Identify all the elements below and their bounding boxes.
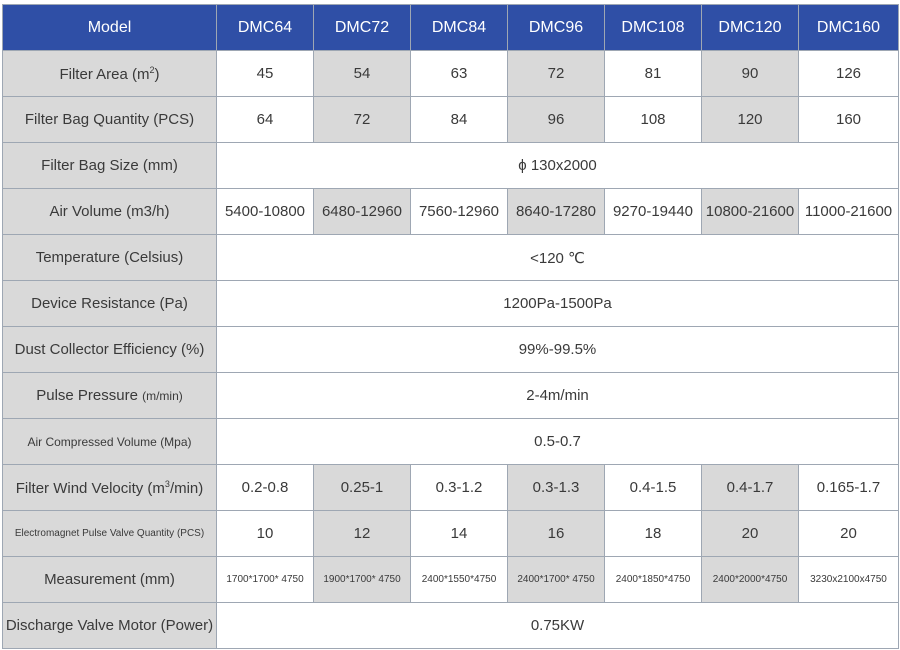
table-cell: 20 (701, 510, 799, 557)
table-cell: 0.3-1.3 (507, 464, 605, 511)
table-cell: 2400*1550*4750 (410, 556, 508, 603)
spec-table: Model DMC64 DMC72 DMC84 DMC96 DMC108 DMC… (2, 4, 899, 649)
table-row: Air Volume (m3/h) 5400-10800 6480-12960 … (2, 188, 899, 235)
table-cell: 14 (410, 510, 508, 557)
row-label: Filter Bag Size (mm) (2, 142, 217, 189)
table-cell: 81 (604, 50, 702, 97)
merged-cell: ϕ 130x2000 (216, 142, 899, 189)
table-cell: 11000-21600 (798, 188, 899, 235)
header-dmc84: DMC84 (410, 4, 508, 51)
table-row: Filter Bag Quantity (PCS) 64 72 84 96 10… (2, 96, 899, 143)
table-cell: 10800-21600 (701, 188, 799, 235)
table-row: Temperature (Celsius) <120 ℃ (2, 234, 899, 281)
table-cell: 0.4-1.5 (604, 464, 702, 511)
row-label: Air Volume (m3/h) (2, 188, 217, 235)
table-row: Dust Collector Efficiency (%) 99%-99.5% (2, 326, 899, 373)
table-cell: 9270-19440 (604, 188, 702, 235)
header-dmc108: DMC108 (604, 4, 702, 51)
table-cell: 1900*1700* 4750 (313, 556, 411, 603)
table-cell: 160 (798, 96, 899, 143)
header-row: Model DMC64 DMC72 DMC84 DMC96 DMC108 DMC… (2, 4, 899, 51)
table-cell: 12 (313, 510, 411, 557)
header-model: Model (2, 4, 217, 51)
header-dmc120: DMC120 (701, 4, 799, 51)
table-cell: 6480-12960 (313, 188, 411, 235)
table-cell: 54 (313, 50, 411, 97)
row-label: Electromagnet Pulse Valve Quantity (PCS) (2, 510, 217, 557)
table-row: Air Compressed Volume (Mpa) 0.5-0.7 (2, 418, 899, 465)
table-cell: 72 (507, 50, 605, 97)
header-dmc160: DMC160 (798, 4, 899, 51)
table-cell: 90 (701, 50, 799, 97)
table-cell: 8640-17280 (507, 188, 605, 235)
row-label: Measurement (mm) (2, 556, 217, 603)
row-label: Device Resistance (Pa) (2, 280, 217, 327)
row-label: Temperature (Celsius) (2, 234, 217, 281)
table-cell: 2400*2000*4750 (701, 556, 799, 603)
table-cell: 1700*1700* 4750 (216, 556, 314, 603)
table-cell: 2400*1700* 4750 (507, 556, 605, 603)
table-cell: 7560-12960 (410, 188, 508, 235)
merged-cell: 2-4m/min (216, 372, 899, 419)
table-cell: 3230x2100x4750 (798, 556, 899, 603)
table-row: Filter Area (m2) 45 54 63 72 81 90 126 (2, 50, 899, 97)
table-cell: 16 (507, 510, 605, 557)
header-dmc96: DMC96 (507, 4, 605, 51)
table-row: Device Resistance (Pa) 1200Pa-1500Pa (2, 280, 899, 327)
table-cell: 45 (216, 50, 314, 97)
table-cell: 0.25-1 (313, 464, 411, 511)
table-cell: 18 (604, 510, 702, 557)
table-cell: 126 (798, 50, 899, 97)
table-row: Pulse Pressure (m/min) 2-4m/min (2, 372, 899, 419)
table-row: Discharge Valve Motor (Power) 0.75KW (2, 602, 899, 649)
table-cell: 64 (216, 96, 314, 143)
table-cell: 5400-10800 (216, 188, 314, 235)
table-cell: 120 (701, 96, 799, 143)
table-cell: 2400*1850*4750 (604, 556, 702, 603)
merged-cell: 0.75KW (216, 602, 899, 649)
merged-cell: 99%-99.5% (216, 326, 899, 373)
row-label: Filter Wind Velocity (m3/min) (2, 464, 217, 511)
merged-cell: <120 ℃ (216, 234, 899, 281)
table-cell: 20 (798, 510, 899, 557)
table-row: Measurement (mm) 1700*1700* 4750 1900*17… (2, 556, 899, 603)
header-dmc64: DMC64 (216, 4, 314, 51)
table-cell: 96 (507, 96, 605, 143)
row-label: Filter Area (m2) (2, 50, 217, 97)
table-cell: 63 (410, 50, 508, 97)
table-cell: 0.3-1.2 (410, 464, 508, 511)
table-cell: 72 (313, 96, 411, 143)
row-label: Pulse Pressure (m/min) (2, 372, 217, 419)
row-label: Discharge Valve Motor (Power) (2, 602, 217, 649)
header-dmc72: DMC72 (313, 4, 411, 51)
table-row: Filter Bag Size (mm) ϕ 130x2000 (2, 142, 899, 189)
table-cell: 0.2-0.8 (216, 464, 314, 511)
table-cell: 84 (410, 96, 508, 143)
table-cell: 108 (604, 96, 702, 143)
merged-cell: 0.5-0.7 (216, 418, 899, 465)
table-cell: 10 (216, 510, 314, 557)
table-cell: 0.165-1.7 (798, 464, 899, 511)
table-cell: 0.4-1.7 (701, 464, 799, 511)
table-row: Filter Wind Velocity (m3/min) 0.2-0.8 0.… (2, 464, 899, 511)
row-label: Air Compressed Volume (Mpa) (2, 418, 217, 465)
row-label: Filter Bag Quantity (PCS) (2, 96, 217, 143)
merged-cell: 1200Pa-1500Pa (216, 280, 899, 327)
table-row: Electromagnet Pulse Valve Quantity (PCS)… (2, 510, 899, 557)
row-label: Dust Collector Efficiency (%) (2, 326, 217, 373)
